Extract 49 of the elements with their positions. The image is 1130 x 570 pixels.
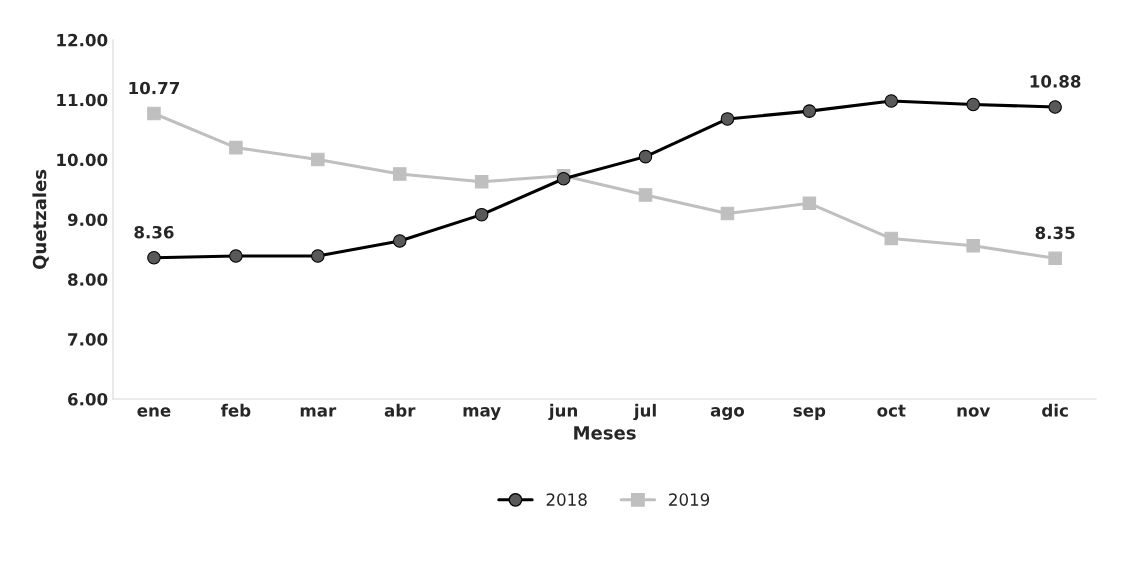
point: [966, 239, 980, 253]
y-tick-label: 12.00: [57, 33, 108, 47]
x-tick-label: abr: [384, 403, 416, 417]
point: [311, 249, 325, 263]
x-tick-label: feb: [220, 403, 251, 417]
point: [229, 249, 243, 263]
point: [638, 149, 653, 164]
point: [802, 196, 817, 211]
y-tick-label: 9.00: [67, 213, 108, 227]
point: [147, 106, 161, 121]
y-tick-label: 8.00: [68, 273, 108, 286]
x-tick-label: nov: [957, 407, 991, 417]
data-label: 8.35: [1035, 226, 1075, 240]
point: [884, 94, 899, 108]
x-tick-label: oct: [877, 404, 906, 417]
point: [392, 234, 407, 248]
point: [966, 97, 980, 112]
y-axis-title: Quetzales: [32, 169, 49, 270]
y-tick-label: 11.00: [57, 93, 108, 107]
point: [884, 231, 899, 246]
x-tick-label: ene: [137, 407, 171, 417]
legend-label: 2019: [669, 493, 710, 506]
x-tick-label: mar: [300, 407, 337, 417]
point: [1048, 100, 1062, 114]
x-tick-label: ago: [710, 407, 745, 420]
point: [392, 167, 407, 181]
legend-label: 2018: [546, 493, 587, 506]
y-tick-label: 6.00: [68, 392, 108, 406]
x-tick-label: may: [463, 407, 501, 420]
point: [474, 174, 489, 189]
x-tick-label: jul: [633, 403, 656, 421]
point: [229, 140, 243, 155]
point: [1048, 251, 1062, 266]
x-axis-title: Meses: [574, 426, 636, 440]
data-label: 8.36: [134, 225, 174, 239]
point: [147, 250, 161, 265]
point: [802, 104, 817, 118]
point: [720, 112, 735, 126]
point: [474, 207, 489, 222]
y-tick-label: 10.00: [57, 153, 108, 167]
data-label: 10.88: [1030, 75, 1081, 88]
data-label: 10.77: [129, 81, 179, 95]
x-tick-label: sep: [793, 407, 826, 420]
point: [638, 188, 653, 202]
x-tick-label: jun: [548, 403, 578, 421]
y-tick-label: 7.00: [68, 333, 108, 346]
point: [311, 152, 325, 167]
x-tick-label: dic: [1042, 403, 1068, 417]
point: [720, 206, 735, 221]
